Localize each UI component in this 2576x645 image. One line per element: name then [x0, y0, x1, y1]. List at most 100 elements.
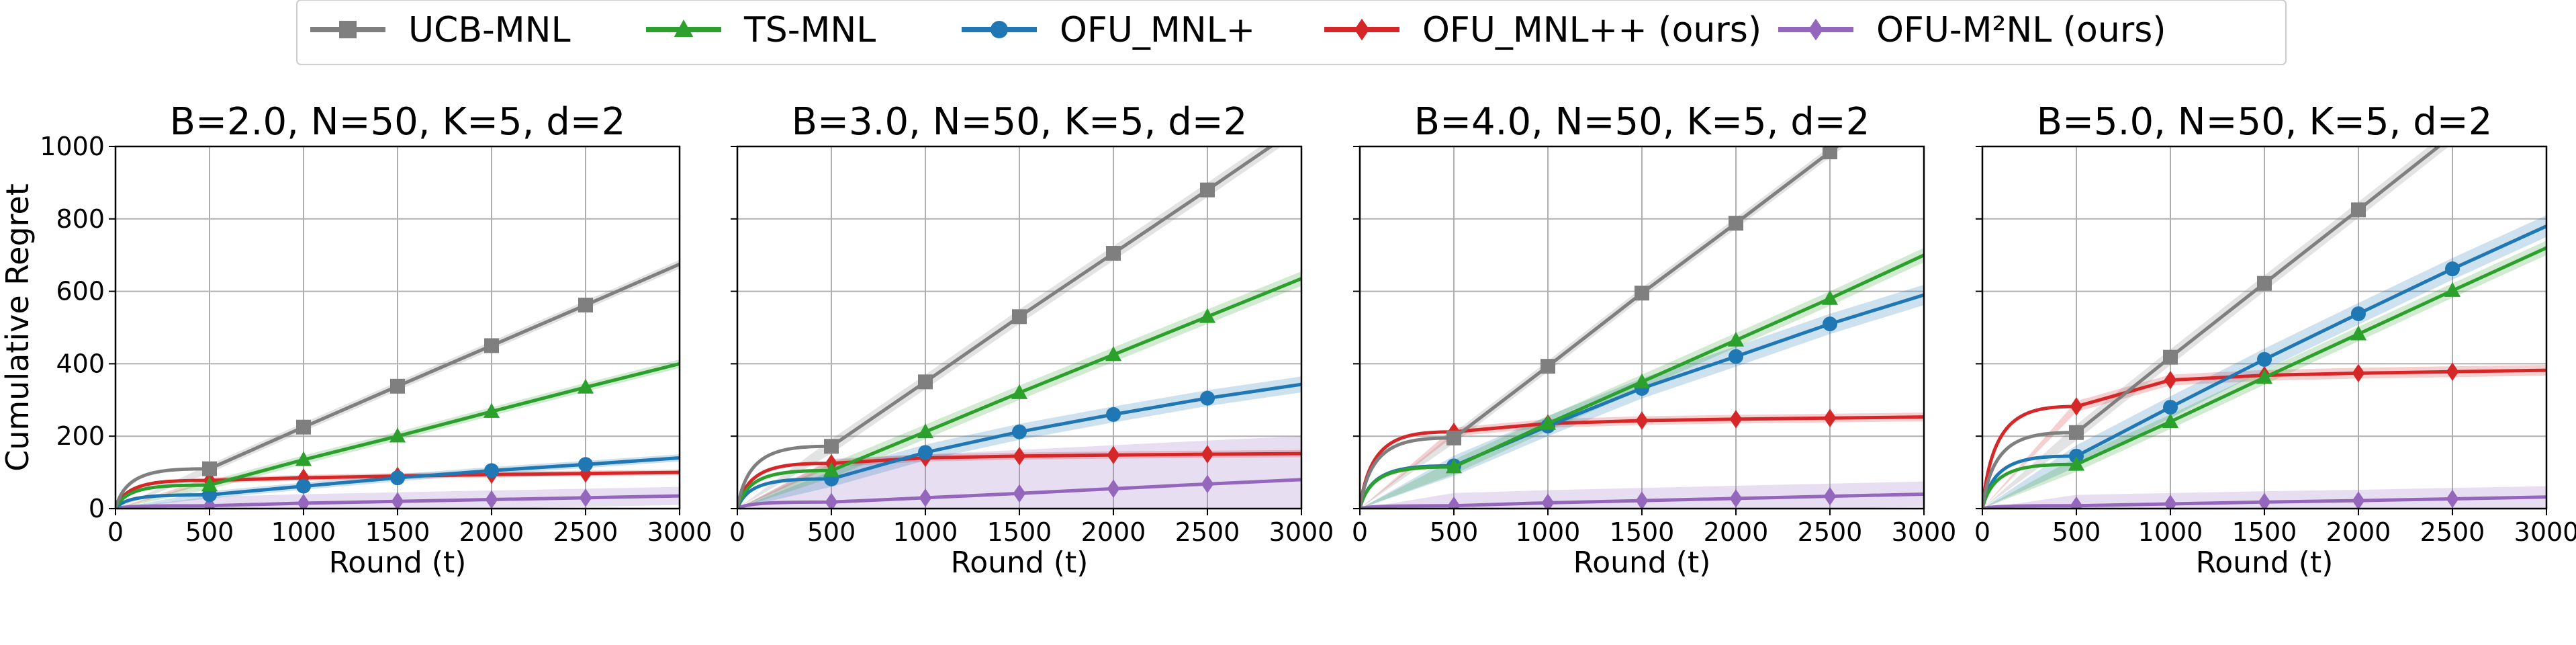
chart-panel-1: 0 500 1000 1500 2000 2500 3000 0 200 400 600 800 100…: [0, 100, 712, 580]
confidence-band-ofu-mnl-ours: [737, 449, 1301, 509]
data-point-ofu-mnl: [2257, 351, 2272, 367]
series-line-ofu-m-nl-ours: [737, 478, 1301, 509]
data-point-ts-mnl: [823, 462, 840, 477]
data-point-ucb-mnl: [578, 298, 593, 313]
data-point-ucb-mnl: [2163, 349, 2178, 365]
series-line-ts-mnl: [737, 277, 1301, 509]
data-point-ofu-m-nl-ours: [1635, 491, 1649, 509]
data-point-ucb-mnl: [1012, 309, 1027, 325]
confidence-band-ofu-mnl: [737, 376, 1301, 509]
legend-marker-ts-mnl: [674, 19, 694, 38]
x-tick-label: 1000: [893, 517, 958, 547]
chart-panel-4: 0 500 1000 1500 2000 2500 3000 B=5.0, N=50, K=5…: [1974, 100, 2576, 580]
x-tick-label: 0: [1352, 517, 1368, 547]
x-axis-label: Round (t): [329, 546, 467, 580]
series-line-ucb-mnl: [116, 262, 680, 509]
data-point-ucb-mnl: [2257, 275, 2272, 291]
data-point-ofu-m-nl-ours: [825, 492, 838, 509]
data-point-ts-mnl: [2162, 413, 2179, 428]
data-point-ts-mnl: [483, 402, 500, 418]
data-point-ofu-m-nl-ours: [1823, 486, 1837, 506]
data-point-ts-mnl: [917, 423, 934, 439]
data-point-ofu-mnl-ours: [2446, 362, 2459, 382]
data-point-ofu-m-nl-ours: [919, 488, 932, 507]
x-tick-label: 1500: [365, 517, 430, 547]
chart-panels: 0 500 1000 1500 2000 2500 3000 0 200 400 600 800 100…: [0, 100, 2576, 580]
data-point-ucb-mnl: [390, 378, 405, 394]
data-point-ts-mnl: [2068, 456, 2085, 471]
data-point-ts-mnl: [1821, 290, 1839, 305]
data-point-ofu-m-nl-ours: [2258, 492, 2271, 509]
data-point-ofu-mnl: [918, 445, 933, 460]
series-line-ofu-m-nl-ours: [1982, 495, 2546, 509]
data-point-ucb-mnl: [1729, 216, 1743, 231]
data-point-ofu-mnl-ours: [1635, 411, 1649, 430]
data-point-ofu-mnl: [2445, 261, 2460, 277]
series-line-ts-mnl: [116, 361, 680, 509]
data-point-ofu-m-nl-ours: [2164, 494, 2177, 509]
x-tick-label: 2500: [1175, 517, 1240, 547]
y-tick-label: 1000: [40, 132, 105, 161]
data-point-ofu-m-nl-ours: [391, 492, 404, 509]
data-point-ofu-m-nl-ours: [1201, 474, 1214, 494]
data-point-ucb-mnl: [1540, 359, 1555, 374]
data-point-ofu-m-nl-ours: [579, 488, 592, 507]
data-point-ucb-mnl: [484, 338, 499, 353]
series-line-ofu-mnl: [737, 382, 1301, 509]
data-point-ts-mnl: [2350, 325, 2367, 341]
x-tick-label: 2000: [459, 517, 524, 547]
series-line-ofu-m-nl-ours: [1360, 492, 1924, 509]
plot-area: [1360, 146, 1924, 509]
data-point-ofu-mnl-ours: [1729, 410, 1743, 429]
data-point-ts-mnl: [1105, 346, 1122, 361]
legend-label-ofu-mnl: OFU_MNL+: [1060, 10, 1255, 50]
data-point-ofu-mnl: [296, 478, 311, 494]
data-point-ts-mnl: [577, 378, 594, 394]
data-point-ts-mnl: [1727, 331, 1745, 347]
plot-area: [737, 146, 1301, 509]
legend-marker-ofu-m-nl-ours: [1808, 18, 1824, 41]
data-point-ucb-mnl: [1446, 430, 1461, 445]
data-point-ofu-mnl-ours: [1107, 445, 1120, 464]
x-tick-label: 1500: [987, 517, 1052, 547]
data-point-ofu-mnl-ours: [2352, 363, 2365, 383]
data-point-ts-mnl: [389, 427, 406, 443]
data-point-ofu-mnl: [1012, 424, 1027, 439]
x-tick-label: 0: [107, 517, 124, 547]
data-point-ucb-mnl: [296, 419, 311, 435]
data-point-ofu-m-nl-ours: [203, 496, 216, 509]
legend-frame: [296, 0, 2287, 65]
data-point-ts-mnl: [1445, 458, 1463, 474]
series-line-ucb-mnl: [1360, 146, 1840, 509]
x-tick-label: 0: [1974, 517, 1990, 547]
x-tick-label: 500: [2052, 517, 2101, 547]
x-tick-label: 1000: [271, 517, 336, 547]
x-tick-label: 3000: [2514, 517, 2576, 547]
legend-label-ts-mnl: TS-MNL: [743, 10, 876, 50]
data-point-ofu-m-nl-ours: [2446, 489, 2459, 509]
data-point-ucb-mnl: [202, 461, 217, 476]
x-tick-label: 1500: [1610, 517, 1675, 547]
x-tick-label: 500: [807, 517, 856, 547]
legend-marker-ucb-mnl: [339, 21, 357, 38]
x-axis-label: Round (t): [951, 546, 1089, 580]
plot-area: [1982, 146, 2546, 509]
series-line-ofu-mnl: [116, 456, 680, 509]
data-point-ofu-m-nl-ours: [2070, 496, 2083, 509]
panel-title: B=3.0, N=50, K=5, d=2: [792, 100, 1248, 144]
data-point-ucb-mnl: [918, 374, 933, 390]
y-axis-label: Cumulative Regret: [0, 183, 36, 472]
data-point-ofu-m-nl-ours: [1729, 489, 1743, 508]
data-point-ts-mnl: [2256, 369, 2273, 384]
x-tick-label: 1000: [2138, 517, 2203, 547]
data-point-ts-mnl: [295, 451, 312, 466]
data-point-ts-mnl: [1539, 415, 1557, 430]
data-point-ofu-mnl: [1200, 390, 1215, 406]
data-point-ofu-m-nl-ours: [2352, 491, 2365, 509]
series-line-ucb-mnl: [1982, 146, 2442, 509]
x-tick-label: 3000: [1892, 517, 1957, 547]
data-point-ofu-m-nl-ours: [1447, 496, 1461, 509]
data-point-ts-mnl: [1011, 384, 1028, 399]
series-line-ts-mnl: [1360, 253, 1924, 509]
series-line-ts-mnl: [1982, 246, 2546, 509]
